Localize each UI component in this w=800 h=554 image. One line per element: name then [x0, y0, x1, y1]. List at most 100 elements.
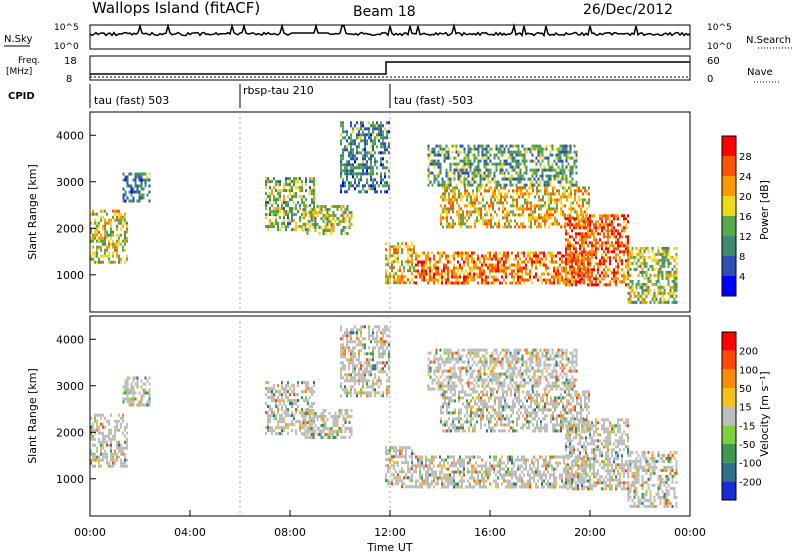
echo-cell	[493, 281, 495, 285]
echo-cell	[597, 247, 599, 251]
echo-cell	[583, 241, 585, 245]
echo-cell	[346, 130, 348, 134]
echo-cell	[570, 186, 572, 190]
echo-cell	[118, 209, 120, 213]
echo-cell	[102, 242, 104, 246]
echo-cell	[287, 414, 289, 418]
echo-cell	[427, 473, 429, 477]
echo-cell	[122, 461, 124, 465]
echo-cell	[667, 291, 670, 295]
echo-cell	[126, 239, 128, 243]
echo-cell	[124, 260, 126, 264]
echo-cell	[397, 269, 399, 273]
echo-cell	[534, 222, 536, 226]
echo-cell	[454, 198, 456, 202]
echo-cell	[126, 178, 129, 182]
echo-cell	[330, 214, 333, 217]
echo-cell	[124, 391, 127, 395]
echo-cell	[267, 414, 269, 418]
echo-cell	[459, 461, 461, 465]
echo-cell	[342, 337, 344, 341]
echo-cell	[318, 226, 321, 229]
echo-cell	[391, 473, 393, 477]
echo-cell	[451, 272, 453, 276]
echo-cell	[140, 403, 143, 407]
echo-cell	[421, 251, 423, 255]
echo-cell	[557, 156, 560, 160]
echo-cell	[541, 263, 543, 267]
echo-cell	[665, 300, 668, 304]
echo-cell	[499, 162, 502, 166]
echo-cell	[279, 195, 281, 199]
echo-cell	[495, 162, 498, 166]
echo-cell	[265, 432, 267, 436]
echo-cell	[657, 279, 660, 283]
echo-cell	[579, 235, 581, 239]
echo-cell	[403, 482, 405, 486]
echo-cell	[287, 384, 289, 388]
echo-cell	[483, 464, 485, 468]
echo-cell	[311, 219, 313, 223]
echo-cell	[584, 189, 586, 193]
echo-cell	[500, 201, 502, 205]
echo-cell	[548, 210, 550, 214]
echo-cell	[575, 272, 577, 276]
echo-cell	[380, 367, 382, 371]
echo-cell	[126, 394, 129, 398]
echo-cell	[295, 186, 297, 190]
echo-cell	[389, 452, 391, 456]
echo-cell	[348, 436, 351, 439]
echo-cell	[356, 172, 358, 176]
echo-cell	[485, 275, 487, 279]
echo-cell	[411, 473, 413, 477]
echo-cell	[635, 288, 638, 292]
echo-cell	[552, 192, 554, 196]
echo-cell	[601, 217, 603, 221]
echo-cell	[516, 207, 518, 211]
echo-cell	[499, 251, 501, 255]
echo-cell	[468, 213, 470, 217]
echo-cell	[575, 156, 578, 160]
echo-cell	[344, 430, 347, 433]
echo-cell	[651, 249, 654, 253]
echo-cell	[479, 174, 482, 178]
echo-cell	[302, 211, 305, 214]
echo-cell	[94, 452, 96, 456]
echo-cell	[348, 349, 350, 353]
echo-cell	[603, 223, 605, 227]
echo-cell	[491, 467, 493, 471]
echo-cell	[663, 297, 666, 301]
echo-cell	[427, 476, 429, 480]
echo-cell	[483, 162, 486, 166]
echo-cell	[512, 201, 514, 205]
echo-cell	[555, 174, 558, 178]
echo-cell	[524, 186, 526, 190]
echo-cell	[395, 260, 397, 264]
echo-cell	[569, 241, 571, 245]
echo-cell	[573, 217, 575, 221]
echo-cell	[669, 261, 672, 265]
echo-cell	[453, 269, 455, 273]
echo-cell	[621, 226, 623, 230]
echo-cell	[471, 473, 473, 477]
echo-cell	[471, 266, 473, 270]
echo-cell	[439, 168, 442, 172]
echo-cell	[457, 281, 459, 285]
echo-cell	[503, 278, 505, 282]
echo-cell	[587, 256, 589, 260]
echo-cell	[562, 192, 564, 196]
echo-cell	[309, 405, 311, 409]
echo-cell	[615, 253, 617, 257]
echo-cell	[473, 476, 475, 480]
echo-cell	[532, 189, 534, 193]
echo-cell	[487, 467, 489, 471]
echo-cell	[535, 168, 538, 172]
echo-cell	[588, 186, 590, 190]
echo-cell	[340, 133, 342, 137]
echo-cell	[409, 260, 411, 264]
colorbar-tick-label: 20	[739, 192, 752, 203]
echo-cell	[358, 190, 360, 194]
echo-cell	[120, 461, 122, 465]
echo-cell	[574, 219, 576, 223]
